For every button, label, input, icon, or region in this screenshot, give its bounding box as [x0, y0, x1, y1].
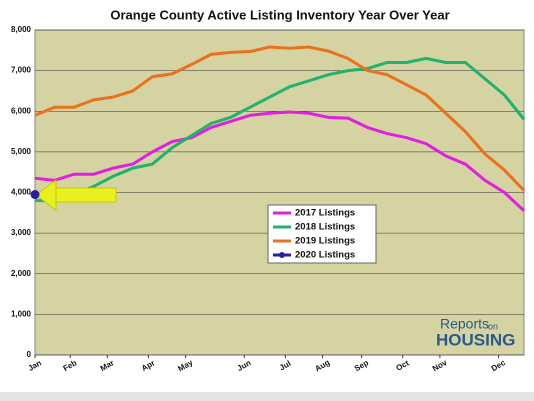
- logo: Reports on HOUSING: [436, 316, 515, 350]
- legend-label: 2018 Listings: [295, 222, 355, 233]
- logo-bottom: HOUSING: [436, 330, 515, 349]
- series-line: [35, 56, 526, 203]
- logo-small: on: [488, 321, 498, 331]
- y-tick-label: 5,000: [11, 147, 32, 156]
- series-line: [34, 110, 526, 212]
- series-lines: [34, 45, 526, 212]
- chart-title: Orange County Active Listing Inventory Y…: [110, 7, 449, 22]
- annotation-arrow: [35, 179, 117, 211]
- y-tick-label: 8,000: [11, 25, 32, 34]
- y-tick-label: 0: [27, 350, 32, 359]
- y-tick-label: 3,000: [11, 228, 32, 237]
- legend-label: 2020 Listings: [295, 250, 355, 261]
- arrow-head: [35, 179, 57, 211]
- legend: [267, 204, 377, 264]
- series-line: [34, 45, 526, 192]
- y-tick-label: 2,000: [11, 269, 32, 278]
- series-points: [30, 190, 40, 200]
- bottom-shadow: [0, 392, 534, 401]
- legend-label: 2017 Listings: [295, 208, 355, 219]
- arrow-body: [47, 187, 117, 203]
- legend-label: 2019 Listings: [295, 236, 355, 247]
- y-tick-label: 4,000: [11, 188, 32, 197]
- y-tick-label: 6,000: [11, 106, 32, 115]
- data-point: [30, 190, 40, 200]
- y-tick-label: 1,000: [11, 309, 32, 318]
- logo-top: Reports: [440, 316, 489, 332]
- legend-items: 2017 Listings 2018 Listings 2019 Listings 2…: [273, 208, 355, 261]
- y-tick-label: 7,000: [11, 66, 32, 75]
- legend-marker: [279, 252, 285, 258]
